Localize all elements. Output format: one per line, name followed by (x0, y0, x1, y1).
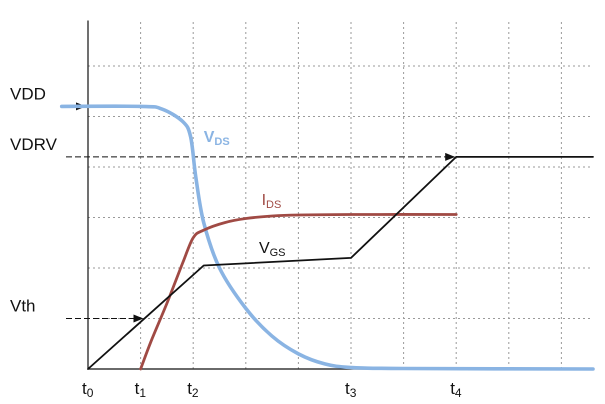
series-line-vgs (87, 156, 594, 370)
y-level-label: VDRV (10, 135, 58, 154)
grid (88, 20, 593, 369)
x-tick-label: t3 (345, 379, 357, 400)
series-label: VDS (204, 129, 230, 148)
labels: VDD VDRV Vth VDS IDS VGS t0 t1 t2 t3 t4 (10, 84, 462, 400)
x-tick-label: t0 (82, 379, 94, 400)
level-guides (66, 102, 456, 323)
series-lines (59, 104, 595, 371)
y-level-label: VDD (10, 84, 46, 103)
x-tick-label: t1 (135, 379, 147, 400)
axes (87, 20, 593, 370)
y-level-label: Vth (10, 297, 36, 316)
series-line-ids (139, 213, 458, 371)
series-label: VGS (259, 240, 286, 259)
x-tick-label: t2 (187, 379, 199, 400)
series-line-vds (59, 104, 595, 371)
series-label: IDS (262, 192, 282, 211)
x-tick-label: t4 (450, 379, 462, 400)
